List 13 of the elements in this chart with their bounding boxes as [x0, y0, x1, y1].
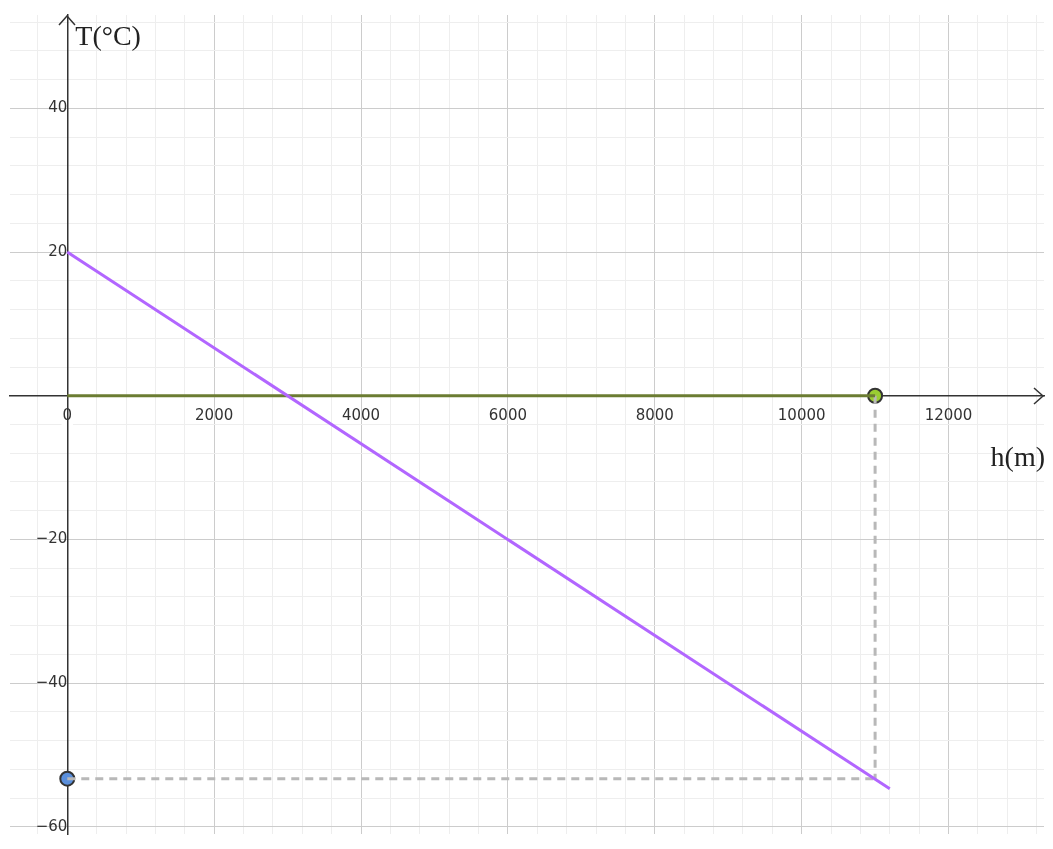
x-tick-label: 4000 — [341, 405, 381, 424]
y-tick-label: −40 — [35, 673, 68, 692]
x-tick-label: 8000 — [635, 405, 674, 424]
y-tick-label: −60 — [35, 816, 68, 835]
x-tick-label: 10000 — [777, 405, 826, 424]
x-tick-label: 2000 — [195, 405, 234, 424]
x-tick-label: 12000 — [924, 405, 973, 424]
y-tick-label: 20 — [48, 241, 68, 260]
y-tick-label: −20 — [35, 529, 68, 548]
y-tick-label: 40 — [48, 98, 68, 117]
x-axis-title: h(m) — [990, 440, 1045, 473]
y-axis-title: T(°C) — [75, 20, 141, 52]
x-tick-label: 6000 — [488, 405, 527, 424]
